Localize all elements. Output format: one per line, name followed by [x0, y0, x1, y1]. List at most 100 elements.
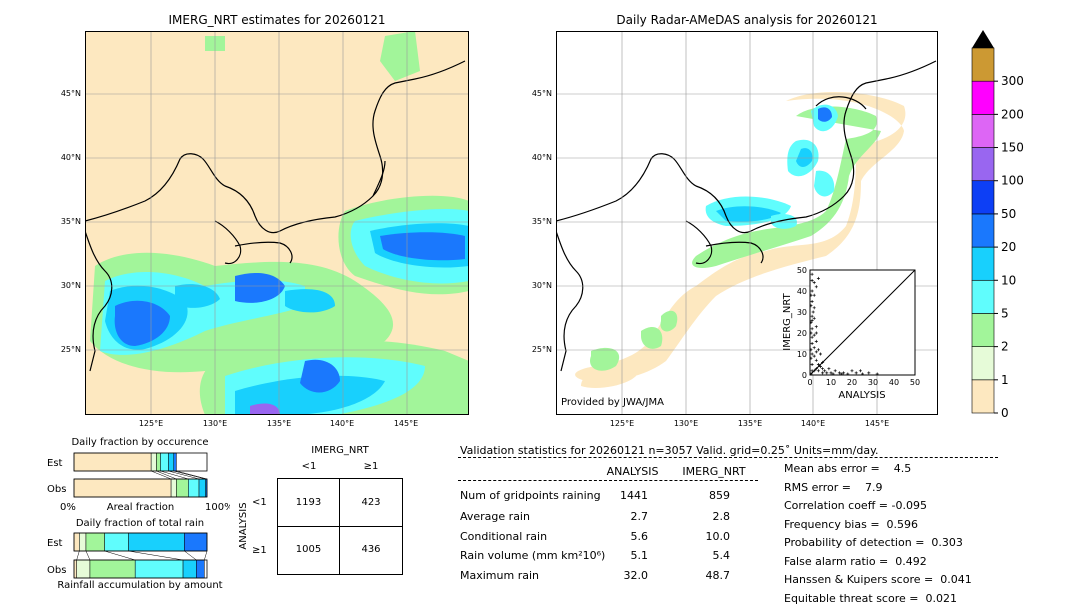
scatter-point [821, 360, 825, 364]
colorbar-label: 2 [1001, 340, 1009, 354]
bar-segment [76, 559, 91, 579]
scatter-y-tick: 10 [797, 350, 807, 359]
colorbar-segment [971, 80, 995, 115]
lon-label: 125°E [609, 419, 635, 428]
stat-analysis-value: 5.6 [630, 530, 649, 543]
scatter-y-tick: 0 [802, 371, 807, 380]
scatter-point [809, 348, 813, 352]
stat-imerg-value: 10.0 [705, 530, 731, 543]
bar-connector [176, 470, 208, 480]
scatter-point [810, 272, 814, 276]
cell-ge1-lt1: 1005 [295, 544, 322, 555]
scatter-point [809, 321, 813, 324]
contingency-row-lt1: <1 [252, 497, 267, 508]
scatter-point [821, 371, 825, 375]
scatter-point [809, 293, 813, 297]
bar-segment [196, 559, 205, 579]
scatter-point [831, 372, 835, 376]
scatter-inset: 00 10 10 20 20 30 30 40 40 50 50 ANALYSIS IMERG_NR… [782, 266, 920, 401]
total-rain-chart: Est Obs [47, 532, 208, 579]
score-line: Correlation coeff = -0.095 [784, 499, 927, 512]
bar-connector [156, 470, 177, 480]
bar-segment [198, 478, 206, 498]
colorbar-segment [971, 246, 995, 281]
bar-connector [160, 470, 189, 480]
contingency-row-title: ANALYSIS [238, 502, 249, 549]
bar-category-label: Obs [47, 484, 66, 495]
scatter-point [814, 358, 818, 362]
contingency-title: IMERG_NRT [311, 445, 369, 456]
bar-category-label: Obs [47, 565, 66, 576]
colorbar-label: 50 [1001, 207, 1016, 221]
lon-label: 145°E [864, 419, 890, 428]
bar-segment [104, 532, 129, 552]
data-credit: Provided by JWA/JMA [561, 397, 664, 408]
left-map-rain [90, 31, 469, 415]
scatter-point [811, 310, 815, 314]
stat-label: Rain volume (mm km²10⁶) [460, 549, 606, 562]
scatter-y-tick: 20 [797, 329, 807, 338]
lat-label: 40°N [531, 153, 552, 162]
scatter-point [810, 300, 814, 303]
stat-label: Maximum rain [460, 569, 539, 582]
stat-analysis-value: 32.0 [623, 569, 649, 582]
lon-label: 135°E [266, 419, 292, 428]
lat-label: 40°N [60, 153, 81, 162]
bar-connector [85, 550, 91, 561]
scatter-point [814, 285, 818, 289]
scatter-point [846, 372, 850, 376]
scatter-point [809, 356, 813, 360]
lon-label: 130°E [202, 419, 228, 428]
bar-segment [173, 452, 177, 472]
bar-category-label: Est [47, 538, 63, 549]
scatter-point [810, 314, 814, 318]
scatter-point [814, 350, 818, 354]
score-line: RMS error = 7.9 [784, 480, 883, 494]
colorbar-label: 1 [1001, 373, 1009, 387]
score-line: Hanssen & Kuipers score = 0.041 [784, 573, 972, 586]
scatter-point [812, 306, 816, 310]
scatter-point [812, 354, 816, 358]
scatter-point [812, 333, 816, 337]
colorbar: 0 1 2 5 10 20 50 100 150 200 300 [971, 30, 1024, 420]
scatter-point [810, 279, 814, 282]
lat-label: 30°N [531, 281, 552, 290]
scatter-point [812, 346, 816, 350]
colorbar-label: 20 [1001, 240, 1016, 254]
lat-label: 25°N [531, 345, 552, 354]
colorbar-segment [971, 114, 995, 148]
scatter-point [814, 325, 818, 329]
colorbar-label: 0 [1001, 406, 1009, 420]
colorbar-segment [971, 147, 995, 182]
total-rain-xlabel: Rainfall accumulation by amount [57, 580, 223, 591]
scatter-point [837, 371, 841, 375]
right-map [556, 31, 938, 415]
scatter-point [840, 372, 843, 376]
contingency-col-ge1: ≥1 [363, 461, 379, 472]
lat-label: 30°N [60, 281, 81, 290]
scatter-point [814, 331, 818, 335]
colorbar-label: 100 [1001, 174, 1024, 188]
contingency-grid: 1193 423 1005 436 [277, 478, 403, 575]
col-analysis: ANALYSIS [606, 465, 659, 478]
stat-imerg-value: 48.7 [705, 569, 731, 582]
bar-connector [128, 550, 184, 561]
bar-frame [73, 452, 208, 472]
score-line: Frequency bias = 0.596 [784, 517, 919, 531]
cell-lt1-lt1: 1193 [295, 497, 322, 508]
scatter-point [809, 331, 813, 335]
scatter-point [812, 369, 816, 373]
bar-frame [73, 532, 208, 552]
bar-segment [134, 559, 184, 579]
scatter-y-tick: 40 [797, 287, 807, 296]
contingency-row-title-svg: ANALYSIS [238, 502, 249, 549]
bar-frame [73, 559, 208, 579]
bar-segment [73, 478, 172, 498]
right-map-title: Daily Radar-AMeDAS analysis for 20260121 [616, 13, 878, 27]
occurrence-chart: Est Obs 0% 100% Areal fraction [47, 452, 230, 513]
stat-analysis-value: 5.1 [630, 549, 649, 562]
scatter-ylabel: IMERG_NRT [782, 292, 793, 350]
scatter-y-tick: 30 [797, 308, 807, 317]
scatter-point [816, 276, 820, 280]
bar-connector [168, 470, 200, 480]
